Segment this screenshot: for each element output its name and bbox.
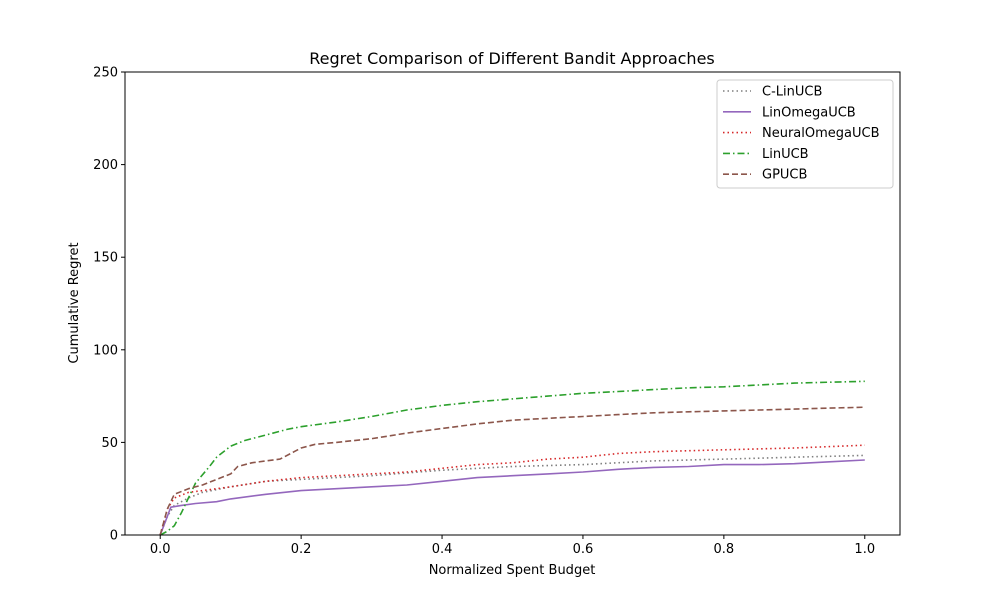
x-tick-label: 1.0	[854, 542, 875, 557]
series-line-c-linucb	[159, 454, 865, 536]
legend-box	[716, 79, 894, 189]
y-tick-label: 50	[101, 436, 118, 451]
legend-label-linucb: LinUCB	[762, 147, 809, 162]
chart-title: Regret Comparison of Different Bandit Ap…	[309, 49, 715, 68]
y-tick-label: 0	[110, 529, 118, 544]
series-layer	[159, 380, 865, 536]
series-line-linomegaucb	[159, 459, 865, 536]
legend-label-c-linucb: C-LinUCB	[762, 85, 822, 100]
x-axis-label: Normalized Spent Budget	[429, 563, 596, 578]
y-axis-label: Cumulative Regret	[67, 242, 82, 363]
axes-layer: 0.0 0.2 0.4 0.6 0.8 1.0 0 50 100 150 200 250	[93, 66, 901, 557]
x-tick-label: 0.0	[150, 542, 171, 557]
legend-label-gpucb: GPUCB	[762, 168, 807, 183]
legend-label-linomegaucb: LinOmegaUCB	[762, 105, 856, 120]
y-tick-label: 200	[93, 158, 118, 173]
x-tick-label: 0.6	[573, 542, 594, 557]
legend-label-neuralomegaucb: NeuralOmegaUCB	[762, 126, 880, 141]
axes-frame	[124, 71, 901, 536]
series-line-gpucb	[159, 406, 865, 536]
x-tick-label: 0.8	[714, 542, 735, 557]
y-tick-label: 150	[93, 251, 118, 266]
x-tick-label: 0.4	[432, 542, 453, 557]
legend: C-LinUCB LinOmegaUCB NeuralOmegaUCB LinUCB G…	[716, 79, 894, 189]
x-tick-label: 0.2	[291, 542, 312, 557]
y-tick-label: 100	[93, 343, 118, 358]
y-tick-label: 250	[93, 66, 118, 81]
